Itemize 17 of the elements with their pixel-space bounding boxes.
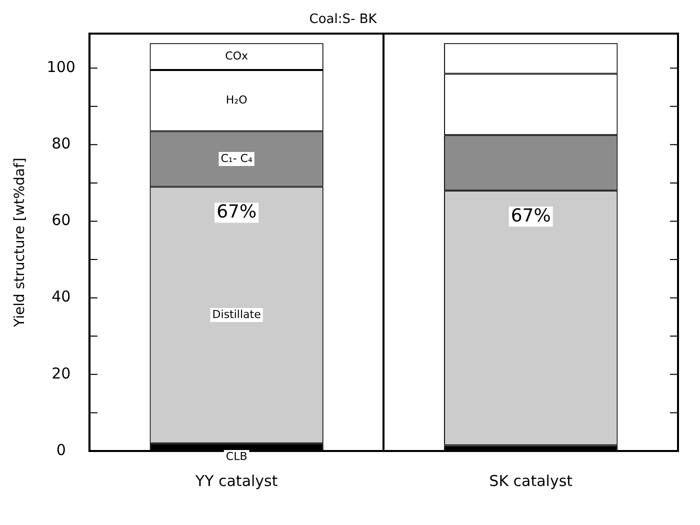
y-tick-label: 40 <box>52 288 71 306</box>
y-tick-label: 0 <box>56 440 66 459</box>
y-axis-title: Yield structure [wt%daf] <box>12 158 28 328</box>
annotation: 67% <box>216 201 257 222</box>
y-tick-label: 80 <box>52 134 71 153</box>
y-tick-label: 100 <box>46 58 76 76</box>
series-label: C₁- C₄ <box>220 152 253 165</box>
y-tick-label: 60 <box>52 211 71 230</box>
series-label: COx <box>225 49 248 62</box>
annotation: 67% <box>510 205 551 226</box>
series-label: CLB <box>226 450 248 463</box>
y-tick-label: 20 <box>52 364 71 382</box>
series-label: H₂O <box>226 93 248 106</box>
x-tick-label: SK catalyst <box>489 472 573 490</box>
chart-title: Coal:S- BK <box>309 12 378 28</box>
series-label: Distillate <box>212 308 262 321</box>
x-tick-label: YY catalyst <box>194 472 278 490</box>
